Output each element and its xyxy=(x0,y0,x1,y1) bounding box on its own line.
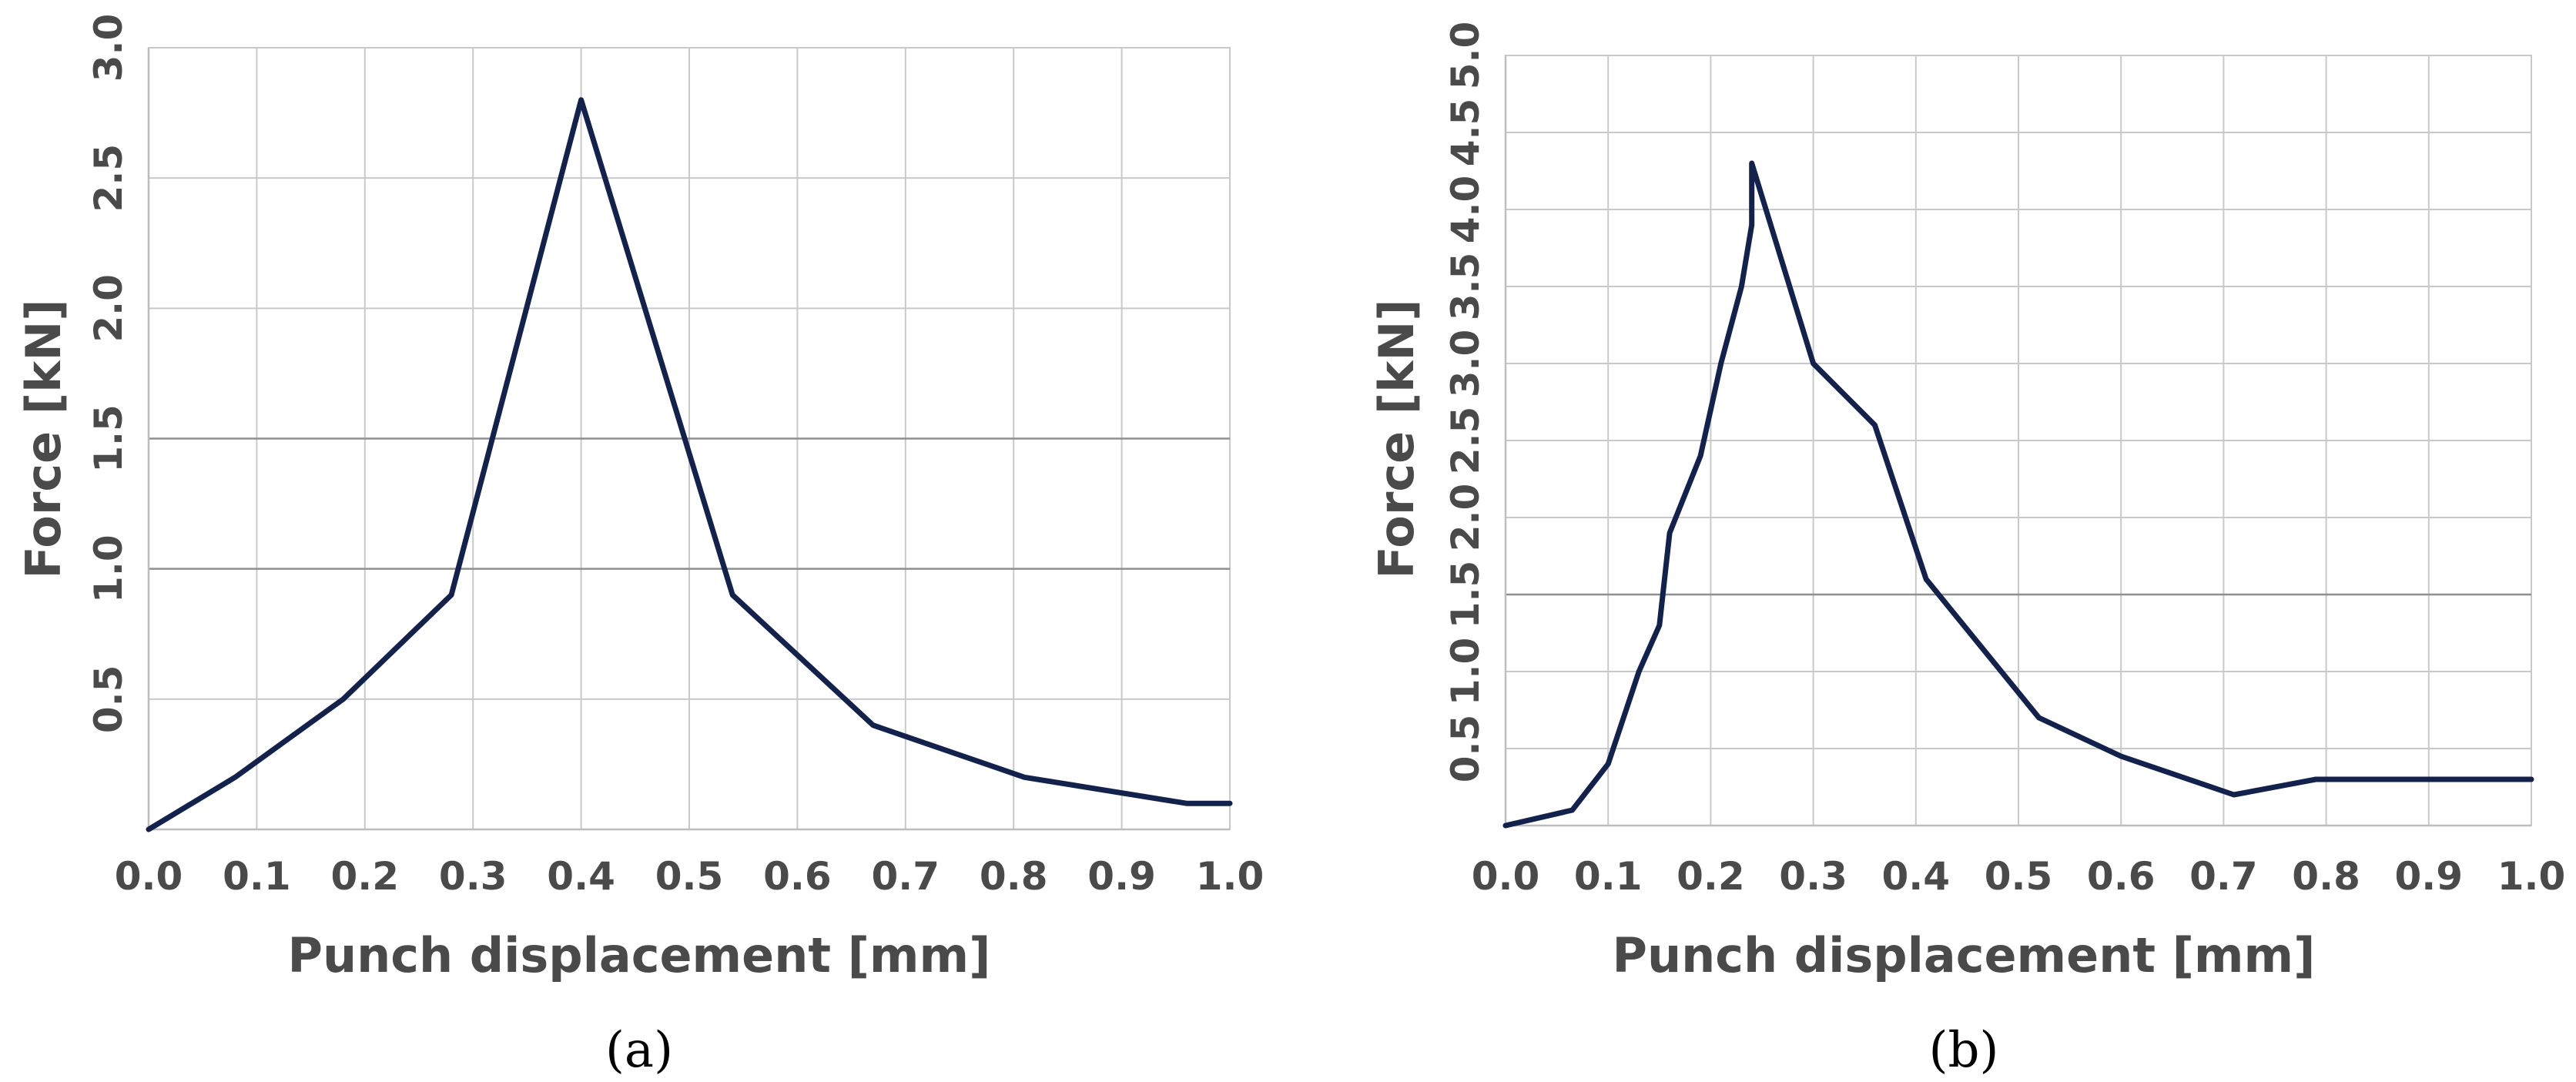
force-curve-b xyxy=(1502,160,2534,829)
x-tick-label: 0.4 xyxy=(1882,854,1951,899)
force-curve-a xyxy=(146,97,1233,832)
y-tick-label: 1.5 xyxy=(1443,561,1488,629)
x-tick-label: 1.0 xyxy=(2497,854,2566,899)
y-axis-title: Force [kN] xyxy=(1368,299,1425,578)
y-axis-title: Force [kN] xyxy=(15,299,72,578)
y-tick-label: 1.0 xyxy=(86,534,131,603)
x-tick-label: 0.1 xyxy=(223,854,291,899)
x-tick-label: 0.3 xyxy=(439,854,507,899)
x-tick-label: 0.1 xyxy=(1574,854,1643,899)
chart-panel-a: 0.0 0.1 0.2 0.3 0.4 0.5 0.6 0.7 0.8 0.9 1.0 0.5 1.0 1… xyxy=(15,14,1264,1079)
x-tick-label: 0.8 xyxy=(980,854,1048,899)
x-tick-label: 0.6 xyxy=(2087,854,2156,899)
x-tick-label: 0.7 xyxy=(872,854,940,899)
y-tick-label: 4.0 xyxy=(1443,176,1488,244)
x-tick-label: 0.5 xyxy=(1985,854,2053,899)
y-tick-label: 3.0 xyxy=(86,14,131,82)
chart-panel-b: 0.0 0.1 0.2 0.3 0.4 0.5 0.6 0.7 0.8 0.9 1.0 0.5 1.0 1… xyxy=(1368,22,2565,1079)
x-tick-label: 0.6 xyxy=(763,854,832,899)
x-tick-label: 0.7 xyxy=(2189,854,2258,899)
y-tick-label: 2.5 xyxy=(86,144,131,213)
y-tick-label: 2.0 xyxy=(1443,484,1488,552)
y-tick-label: 3.5 xyxy=(1443,253,1488,321)
y-tick-label: 1.5 xyxy=(86,404,131,473)
y-tick-label: 0.5 xyxy=(1443,715,1488,783)
panel-caption-b: (b) xyxy=(1929,1022,1999,1079)
x-tick-label: 0.2 xyxy=(331,854,400,899)
y-tick-label: 2.5 xyxy=(1443,407,1488,475)
x-axis-title: Punch displacement [mm] xyxy=(288,927,991,983)
y-tick-label: 2.0 xyxy=(86,274,131,343)
x-axis-title: Punch displacement [mm] xyxy=(1613,927,2316,983)
x-tick-label: 1.0 xyxy=(1196,854,1265,899)
x-tick-label: 0.9 xyxy=(2395,854,2464,899)
x-tick-label: 0.3 xyxy=(1779,854,1847,899)
x-tick-label: 0.5 xyxy=(655,854,724,899)
y-tick-label: 5.0 xyxy=(1443,22,1488,90)
y-tick-label: 4.5 xyxy=(1443,99,1488,167)
x-tick-label: 0.9 xyxy=(1087,854,1156,899)
x-tick-label: 0.0 xyxy=(1472,854,1540,899)
y-tick-label: 0.5 xyxy=(86,665,131,734)
x-tick-label: 0.2 xyxy=(1677,854,1745,899)
x-tick-label: 0.8 xyxy=(2292,854,2360,899)
y-tick-label: 3.0 xyxy=(1443,330,1488,398)
x-tick-label: 0.0 xyxy=(115,854,183,899)
panel-caption-a: (a) xyxy=(605,1022,673,1079)
x-tick-label: 0.4 xyxy=(547,854,615,899)
y-tick-label: 1.0 xyxy=(1443,638,1488,706)
